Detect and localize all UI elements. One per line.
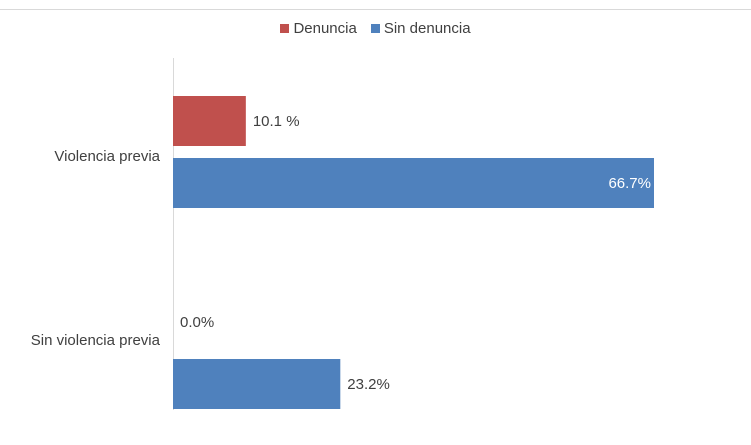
data-label-denuncia-sin-violencia-previa: 0.0%	[180, 314, 214, 331]
bar-sin-denuncia-sin-violencia-previa	[173, 359, 341, 409]
bar-sin-denuncia-violencia-previa	[173, 158, 654, 208]
data-label-sin-denuncia-sin-violencia-previa: 23.2%	[347, 376, 390, 393]
top-border-line	[0, 9, 751, 10]
data-label-denuncia-violencia-previa: 10.1 %	[253, 113, 300, 130]
legend-label-sin-denuncia: Sin denuncia	[383, 20, 471, 37]
legend-swatch-denuncia	[280, 24, 290, 33]
legend-label-denuncia: Denuncia	[293, 20, 357, 37]
legend-item-denuncia: Denuncia	[280, 20, 357, 37]
data-label-sin-denuncia-violencia-previa: 66.7%	[608, 175, 651, 192]
category-label-sin-violencia-previa: Sin violencia previa	[31, 332, 161, 349]
category-label-violencia-previa: Violencia previa	[54, 148, 160, 165]
bar-denuncia-violencia-previa	[173, 96, 246, 146]
legend-item-sin-denuncia: Sin denuncia	[370, 20, 471, 37]
chart-legend: Denuncia Sin denuncia	[0, 20, 751, 37]
legend-swatch-sin-denuncia	[370, 24, 380, 33]
